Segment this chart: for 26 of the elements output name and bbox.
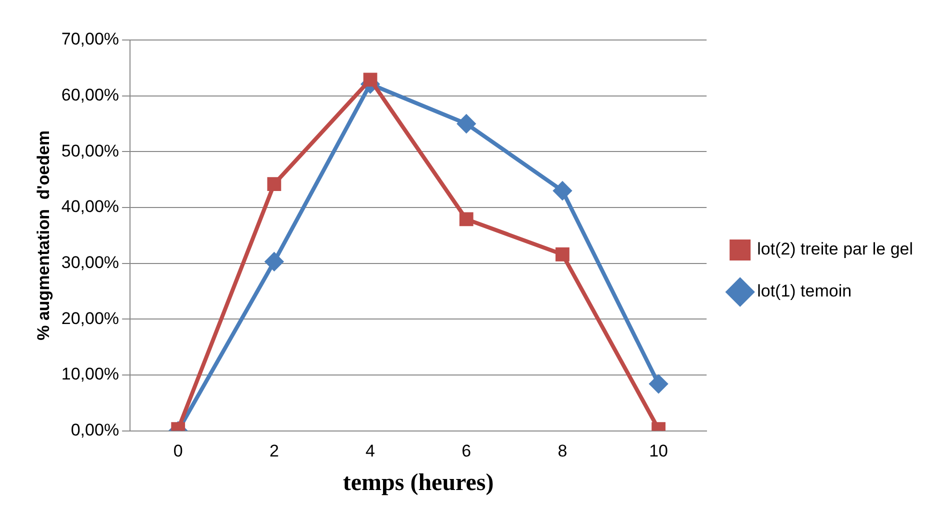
y-tick-label: 0,00% [70,420,120,440]
point [459,212,474,226]
point [553,182,572,200]
y-tick-label: 10,00% [61,364,120,384]
y-tick-label: 20,00% [61,308,120,328]
legend-label: lot(1) temoin [757,282,852,301]
y-tick-label: 40,00% [61,197,120,216]
x-tick-label: 10 [649,442,668,461]
point [650,374,668,393]
point [265,252,284,271]
x-tick-label: 2 [269,442,279,461]
point [556,247,570,262]
legend-label: lot(2) treite par le gel [757,240,913,259]
y-tick-label: 60,00% [61,86,120,105]
point [363,72,378,87]
x-tick-label: 8 [558,442,568,461]
y-tick-label: 70,00% [61,30,120,49]
y-tick-label: 30,00% [61,253,120,272]
x-tick-label: 0 [173,442,183,461]
x-tick-label: 6 [462,442,472,461]
point [457,114,476,133]
y-tick-label: 50,00% [61,141,120,160]
x-tick-label: 4 [366,442,376,461]
point [267,177,282,191]
x-axis-title: temps (heures) [342,470,494,496]
y-axis-title: % augmentation d'oedem [34,130,53,340]
